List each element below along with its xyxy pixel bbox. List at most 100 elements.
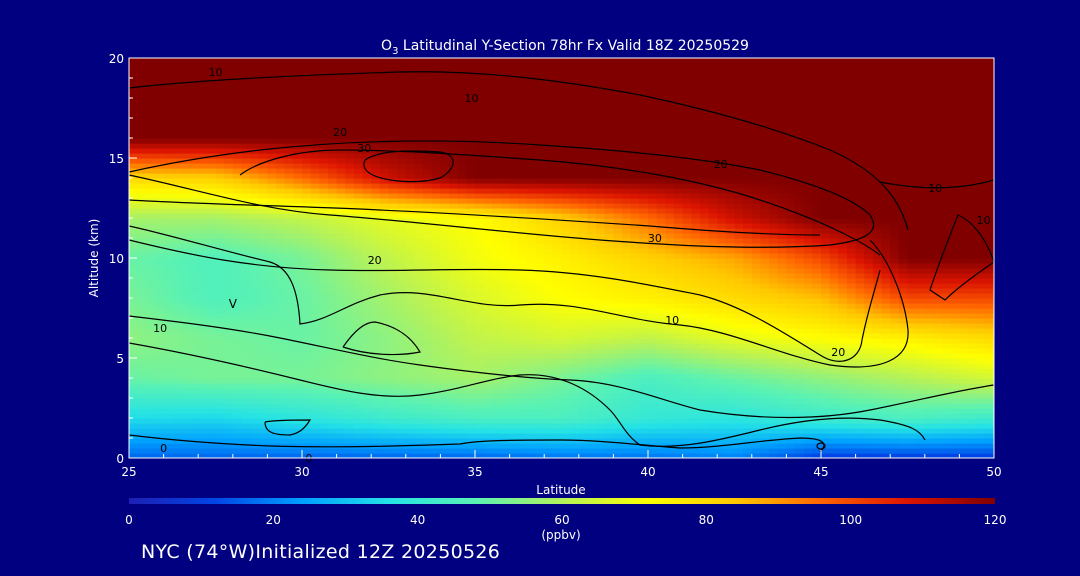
heatmap-cell — [146, 238, 156, 244]
heatmap-cell — [924, 368, 935, 374]
heatmap-cell — [163, 428, 173, 434]
heatmap-cell — [423, 433, 433, 439]
heatmap-cell — [509, 313, 519, 319]
heatmap-cell — [708, 273, 718, 279]
heatmap-cell — [760, 358, 770, 364]
heatmap-cell — [717, 383, 727, 389]
heatmap-cell — [777, 438, 787, 444]
heatmap-cell — [639, 323, 649, 329]
heatmap-cell — [795, 288, 805, 294]
heatmap-cell — [327, 388, 338, 394]
heatmap-cell — [163, 408, 173, 414]
heatmap-cell — [146, 298, 156, 304]
heatmap-cell — [769, 313, 779, 319]
heatmap-cell — [518, 313, 528, 319]
heatmap-cell — [276, 318, 286, 324]
heatmap-cell — [795, 453, 805, 458]
heatmap-cell — [717, 288, 727, 294]
heatmap-cell — [423, 438, 433, 444]
heatmap-cell — [345, 433, 355, 439]
heatmap-cell — [777, 308, 787, 314]
heatmap-cell — [864, 243, 874, 249]
heatmap-cell — [838, 288, 848, 294]
heatmap-cell — [371, 433, 381, 439]
heatmap-cell — [414, 263, 424, 269]
heatmap-cell — [284, 298, 294, 304]
heatmap-cell — [777, 358, 787, 364]
heatmap-cell — [258, 283, 268, 289]
heatmap-cell — [846, 278, 857, 284]
heatmap-cell — [708, 258, 718, 264]
heatmap-cell — [872, 313, 883, 319]
heatmap-cell — [267, 433, 277, 439]
heatmap-cell — [881, 328, 891, 334]
heatmap-cell — [336, 328, 346, 334]
heatmap-cell — [198, 288, 208, 294]
heatmap-cell — [838, 303, 848, 309]
heatmap-cell — [803, 343, 813, 349]
heatmap-cell — [743, 258, 753, 264]
heatmap-cell — [708, 218, 718, 224]
heatmap-cell — [907, 268, 917, 274]
heatmap-cell — [890, 228, 900, 234]
heatmap-cell — [552, 453, 563, 458]
heatmap-cell — [379, 453, 390, 458]
heatmap-cell — [596, 403, 606, 409]
heatmap-cell — [258, 428, 268, 434]
heatmap-cell — [890, 338, 900, 344]
heatmap-cell — [353, 413, 364, 419]
heatmap-cell — [310, 233, 320, 239]
heatmap-cell — [336, 223, 346, 229]
heatmap-cell — [821, 393, 831, 399]
heatmap-cell — [414, 373, 424, 379]
heatmap-cell — [397, 448, 407, 454]
heatmap-cell — [561, 383, 571, 389]
heatmap-cell — [795, 293, 805, 299]
heatmap-cell — [449, 413, 459, 419]
heatmap-cell — [699, 423, 710, 429]
heatmap-cell — [890, 433, 900, 439]
heatmap-cell — [613, 303, 623, 309]
heatmap-cell — [518, 378, 528, 384]
heatmap-cell — [942, 278, 952, 284]
heatmap-cell — [362, 388, 372, 394]
heatmap-cell — [250, 308, 260, 314]
heatmap-cell — [544, 273, 554, 279]
heatmap-cell — [440, 243, 450, 249]
heatmap-cell — [440, 253, 450, 259]
heatmap-cell — [405, 298, 416, 304]
heatmap-cell — [622, 398, 632, 404]
heatmap-cell — [284, 273, 294, 279]
heatmap-cell — [500, 318, 511, 324]
heatmap-cell — [500, 378, 511, 384]
heatmap-cell — [959, 348, 969, 354]
heatmap-cell — [976, 253, 986, 259]
heatmap-cell — [137, 423, 147, 429]
heatmap-cell — [137, 373, 147, 379]
heatmap-cell — [803, 253, 813, 259]
heatmap-cell — [769, 288, 779, 294]
heatmap-cell — [302, 228, 312, 234]
heatmap-cell — [630, 293, 640, 299]
heatmap-cell — [872, 298, 883, 304]
heatmap-cell — [950, 323, 960, 329]
heatmap-cell — [258, 328, 268, 334]
heatmap-cell — [838, 403, 848, 409]
heatmap-cell — [734, 248, 744, 254]
heatmap-cell — [795, 313, 805, 319]
heatmap-cell — [561, 313, 571, 319]
heatmap-cell — [604, 373, 614, 379]
heatmap-cell — [353, 338, 364, 344]
heatmap-cell — [821, 353, 831, 359]
heatmap-cell — [587, 263, 597, 269]
heatmap-cell — [751, 353, 762, 359]
heatmap-cell — [180, 313, 191, 319]
heatmap-cell — [206, 273, 217, 279]
heatmap-cell — [544, 448, 554, 454]
heatmap-cell — [319, 293, 329, 299]
heatmap-cell — [206, 308, 217, 314]
heatmap-cell — [353, 368, 364, 374]
heatmap-cell — [812, 228, 822, 234]
heatmap-cell — [613, 288, 623, 294]
heatmap-cell — [129, 413, 139, 419]
